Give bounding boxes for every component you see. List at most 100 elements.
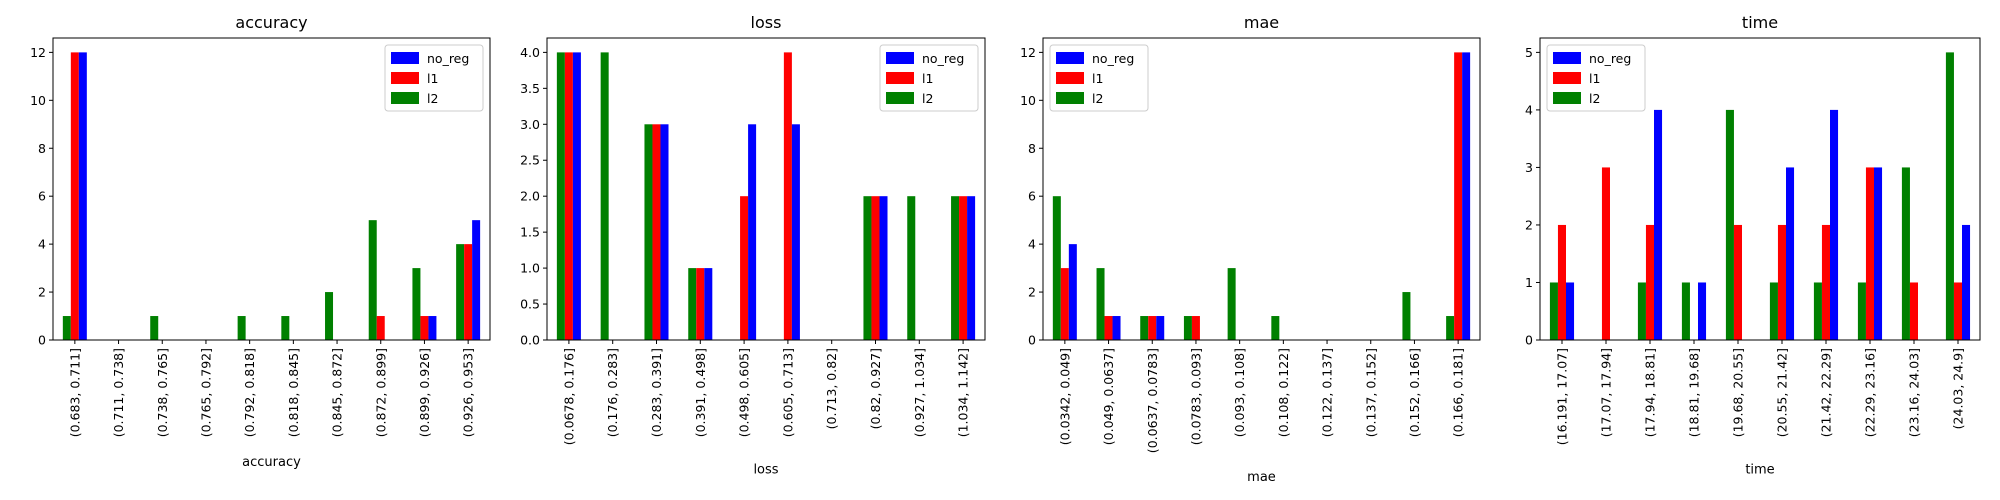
time-axes-frame [1539, 37, 1981, 341]
loss-xtick-label-2: (0.283, 0.391] [649, 348, 664, 437]
mae-bar-l2-1 [1096, 268, 1105, 340]
mae-bar-l2-8 [1402, 292, 1411, 340]
loss-bar-no_reg-7 [879, 196, 888, 340]
loss-xtick-label-0: (0.0678, 0.176] [561, 348, 576, 445]
loss-legend-label-l1: l1 [922, 71, 933, 86]
accuracy-bar-no_reg-9 [472, 220, 481, 340]
time-ytick-label-0: 0 [1525, 333, 1533, 348]
accuracy-bar-l2-2 [150, 316, 159, 340]
time-bar-no_reg-5 [1786, 167, 1795, 340]
time-bar-no_reg-9 [1962, 224, 1971, 340]
loss-xtick-label-6: (0.713, 0.82] [824, 348, 839, 429]
accuracy-legend-label-l1: l1 [427, 71, 438, 86]
mae-legend-swatch-no_reg [1056, 52, 1084, 64]
time-ytick-label-3: 3 [1525, 160, 1533, 175]
accuracy-legend-label-no_reg: no_reg [427, 51, 469, 66]
time-title: time [1742, 13, 1778, 32]
loss-bar-l2-9 [951, 196, 960, 340]
loss-title: loss [751, 13, 782, 32]
loss-bars [556, 52, 976, 340]
time-bar-l2-7 [1857, 282, 1866, 340]
panel-time: 0 1 2 3 4 5 (16.191, 17.07] (17.07, 17.94] (17.9… [1525, 13, 1981, 478]
time-bar-no_reg-7 [1874, 167, 1883, 340]
time-xtick-label-7: (22.29, 23.16] [1863, 348, 1878, 437]
mae-bar-l1-1 [1104, 316, 1113, 340]
time-legend-label-l2: l2 [1589, 91, 1600, 106]
accuracy-legend-swatch-l2 [391, 92, 419, 104]
mae-axes-frame [1042, 37, 1481, 341]
accuracy-bar-l2-5 [281, 316, 290, 340]
mae-xtick-label-9: (0.166, 0.181] [1451, 348, 1466, 437]
mae-ytick-label-5: 10 [1020, 93, 1036, 108]
time-bar-l1-7 [1865, 167, 1874, 340]
accuracy-xtick-label-7: (0.872, 0.899] [373, 348, 388, 437]
loss-xlabel: loss [753, 463, 778, 478]
accuracy-xtick-label-9: (0.926, 0.953] [461, 348, 476, 437]
accuracy-bar-l2-0 [62, 316, 71, 340]
loss-legend-label-l2: l2 [922, 91, 933, 106]
panel-loss: 0.0 0.5 1.0 1.5 2.0 2.5 3.0 3.5 4.0 (0.0678, 0.17… [520, 13, 986, 478]
mae-legend-label-no_reg: no_reg [1092, 51, 1134, 66]
time-bar-l1-1 [1601, 167, 1610, 340]
loss-ytick-label-3: 1.5 [520, 225, 540, 240]
time-bar-l1-0 [1557, 224, 1566, 340]
time-bar-no_reg-0 [1566, 282, 1575, 340]
accuracy-ytick-label-5: 10 [30, 93, 46, 108]
accuracy-xtick-label-6: (0.845, 0.872] [330, 348, 345, 437]
time-legend-label-l1: l1 [1589, 71, 1600, 86]
accuracy-xtick-label-4: (0.792, 0.818] [242, 348, 257, 437]
mae-ytick-label-1: 2 [1028, 285, 1036, 300]
time-xtick-label-1: (17.07, 17.94] [1599, 348, 1614, 437]
accuracy-axes-frame [52, 37, 491, 341]
loss-bar-l1-0 [564, 52, 573, 340]
loss-legend: no_reg l1 l2 [879, 44, 979, 112]
mae-bar-no_reg-0 [1068, 244, 1077, 340]
mae-ytick-label-3: 6 [1028, 189, 1036, 204]
accuracy-ytick-label-3: 6 [38, 189, 46, 204]
mae-xtick-label-3: (0.0783, 0.093] [1188, 348, 1203, 445]
time-bar-l1-5 [1777, 224, 1786, 340]
time-bar-l2-4 [1725, 109, 1734, 340]
loss-axes-frame [546, 37, 986, 341]
loss-legend-swatch-no_reg [886, 52, 914, 64]
time-bar-no_reg-2 [1654, 109, 1663, 340]
accuracy-bars [62, 52, 481, 340]
loss-bar-l1-4 [740, 196, 749, 340]
accuracy-bar-l1-0 [70, 52, 79, 340]
time-xtick-label-3: (18.81, 19.68] [1687, 348, 1702, 437]
mae-xtick-label-7: (0.137, 0.152] [1363, 348, 1378, 437]
mae-legend-swatch-l2 [1056, 92, 1084, 104]
loss-bar-no_reg-0 [572, 52, 581, 340]
loss-ytick-label-4: 2.0 [520, 189, 540, 204]
time-xtick-label-2: (17.94, 18.81] [1643, 348, 1658, 437]
time-xtick-label-9: (24.03, 24.9] [1951, 348, 1966, 429]
loss-bar-l1-7 [871, 196, 880, 340]
panel-mae: 0 2 4 6 8 10 12 (0.0342, 0.049] (0.049, 0.0637] (… [1020, 13, 1481, 485]
loss-xtick-label-1: (0.176, 0.283] [605, 348, 620, 437]
time-bar-no_reg-6 [1830, 109, 1839, 340]
loss-ytick-label-1: 0.5 [520, 297, 540, 312]
loss-bar-l2-2 [644, 124, 653, 340]
loss-ytick-label-6: 3.0 [520, 117, 540, 132]
accuracy-legend-label-l2: l2 [427, 91, 438, 106]
mae-legend-swatch-l1 [1056, 72, 1084, 84]
loss-bar-l2-1 [600, 52, 609, 340]
accuracy-bar-l2-9 [456, 244, 465, 340]
accuracy-ytick-label-0: 0 [38, 333, 46, 348]
time-bar-l1-4 [1733, 224, 1742, 340]
mae-xtick-label-1: (0.049, 0.0637] [1101, 348, 1116, 445]
loss-bar-l1-9 [959, 196, 968, 340]
mae-bar-l2-2 [1140, 316, 1149, 340]
loss-ytick-label-2: 1.0 [520, 261, 540, 276]
time-bar-l1-8 [1909, 282, 1918, 340]
mae-xtick-label-0: (0.0342, 0.049] [1057, 348, 1072, 445]
accuracy-ytick-label-6: 12 [30, 45, 46, 60]
mae-bars [1052, 52, 1471, 340]
mae-ytick-label-4: 8 [1028, 141, 1036, 156]
loss-legend-swatch-l1 [886, 72, 914, 84]
mae-bar-no_reg-2 [1156, 316, 1165, 340]
accuracy-ytick-label-1: 2 [38, 285, 46, 300]
time-legend-label-no_reg: no_reg [1589, 51, 1631, 66]
mae-bar-no_reg-1 [1112, 316, 1121, 340]
